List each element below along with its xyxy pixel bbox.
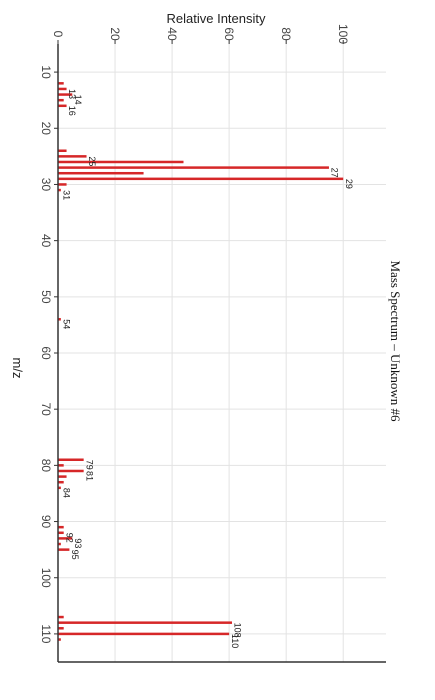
peak-bar-109	[58, 627, 64, 630]
peak-bar-54	[58, 318, 61, 321]
mz-tick-label-50: 50	[39, 290, 53, 304]
peak-bar-30	[58, 183, 67, 186]
peak-label-29: 29	[344, 179, 354, 189]
mz-tick-label-30: 30	[39, 178, 53, 192]
peak-label-54: 54	[61, 319, 71, 329]
peak-bar-108	[58, 621, 232, 624]
peak-bar-12	[58, 82, 64, 85]
peak-bar-13	[58, 87, 67, 91]
mz-tick-label-20: 20	[39, 122, 53, 136]
peak-label-110: 110	[230, 634, 240, 648]
mz-tick-label-40: 40	[39, 234, 53, 248]
chart-title: Mass Spectrum – Unknown #6	[388, 260, 403, 422]
mz-tick-label-70: 70	[39, 403, 53, 417]
peak-label-13: 13	[67, 89, 77, 99]
mz-tick-label-90: 90	[39, 515, 53, 529]
intensity-axis-title: Relative Intensity	[167, 11, 266, 26]
peak-bar-27	[58, 166, 329, 169]
peak-label-14: 14	[73, 95, 83, 105]
peak-bar-81	[58, 469, 84, 473]
peak-label-31: 31	[61, 190, 71, 200]
peak-bar-80	[58, 464, 64, 467]
peak-label-27: 27	[330, 168, 340, 178]
peak-bar-25	[58, 155, 87, 158]
mz-tick-label-10: 10	[39, 65, 53, 79]
peak-bar-92	[58, 531, 64, 535]
peak-label-16: 16	[67, 106, 77, 116]
peak-bar-110	[58, 632, 230, 636]
peak-label-84: 84	[61, 488, 71, 498]
peak-bar-79	[58, 458, 84, 461]
intensity-tick-label-40: 40	[165, 27, 179, 41]
peak-bar-95	[58, 548, 70, 551]
peak-bar-91	[58, 525, 64, 529]
grid-lines	[57, 44, 386, 662]
peak-label-93: 93	[73, 538, 83, 548]
intensity-tick-label-80: 80	[279, 27, 293, 41]
peak-bar-28	[58, 171, 144, 175]
peak-label-108: 108	[233, 623, 243, 638]
peak-bar-24	[58, 149, 67, 152]
peak-bar-15	[58, 98, 64, 102]
mz-axis-title: m/z	[10, 358, 25, 379]
intensity-tick-label-60: 60	[222, 27, 236, 41]
peak-bar-94	[58, 542, 61, 546]
peak-bar-29	[58, 177, 344, 181]
peak-label-95: 95	[70, 550, 80, 560]
mz-tick-label-60: 60	[39, 346, 53, 360]
axes: 10 20 30 40 50 60 70 80 90 100 110 0 20 40 60 80 100	[39, 24, 386, 663]
peak-bars	[58, 82, 344, 641]
peak-bar-107	[58, 615, 64, 619]
peak-bar-16	[58, 104, 67, 108]
mz-tick-label-80: 80	[39, 459, 53, 473]
mz-tick-label-110: 110	[39, 624, 53, 643]
peak-bar-14	[58, 93, 73, 96]
peak-bar-31	[58, 188, 61, 192]
peak-label-81: 81	[84, 471, 94, 481]
peak-label-79: 79	[84, 460, 94, 470]
intensity-tick-label-20: 20	[108, 27, 122, 41]
peak-bar-84	[58, 486, 61, 490]
peak-bar-111	[58, 638, 61, 641]
peak-bar-83	[58, 480, 64, 484]
intensity-tick-label-100: 100	[336, 24, 350, 44]
peak-bar-26	[58, 160, 184, 164]
intensity-tick-label-0: 0	[51, 31, 65, 38]
mz-tick-label-100: 100	[39, 568, 53, 588]
peak-bar-93	[58, 537, 73, 540]
peak-bar-82	[58, 475, 67, 478]
peak-label-25: 25	[87, 156, 97, 166]
peak-label-92: 92	[64, 533, 74, 543]
